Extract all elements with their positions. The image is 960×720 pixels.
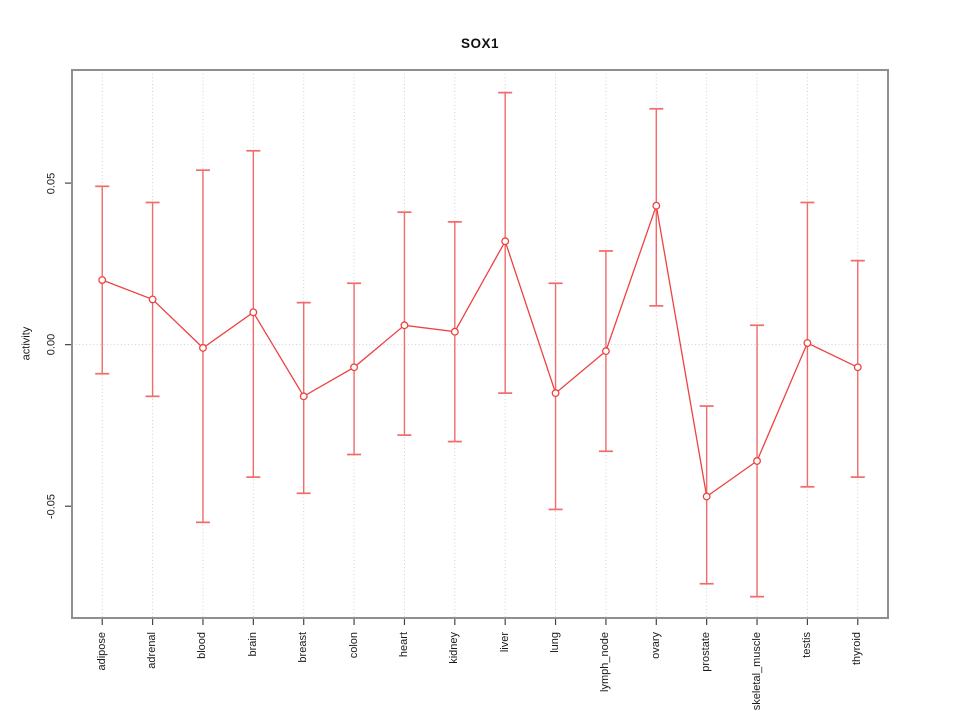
data-point-circle [249, 308, 258, 317]
x-tick-label: blood [196, 632, 209, 659]
x-tick-label: adipose [95, 632, 108, 671]
data-point-circle [450, 327, 459, 336]
data-point-circle [400, 321, 409, 330]
x-tick-label: heart [397, 632, 410, 658]
x-tick-label: kidney [448, 632, 461, 664]
x-tick-label: lymph_node [599, 632, 612, 692]
data-point-circle [350, 363, 359, 372]
x-tick-label: brain [246, 632, 259, 657]
plot-box [71, 69, 889, 619]
x-tick-label: colon [347, 632, 360, 659]
data-point-circle [501, 237, 510, 246]
x-tick-label: liver [498, 632, 511, 653]
data-point-circle [853, 363, 862, 372]
y-tick-label: 0.05 [45, 172, 58, 194]
x-tick-label: testis [800, 632, 813, 658]
data-point-circle [803, 339, 812, 347]
y-tick-label: 0.00 [45, 333, 58, 356]
chart-title: SOX1 [460, 36, 500, 51]
x-tick-label: ovary [649, 632, 662, 659]
x-tick-label: adrenal [146, 632, 159, 669]
y-tick-label: -0.05 [45, 493, 58, 519]
x-tick-label: lung [549, 632, 562, 653]
x-tick-label: breast [297, 632, 310, 663]
data-point-circle [148, 295, 157, 304]
data-point-circle [98, 276, 107, 284]
data-point-circle [601, 347, 610, 356]
x-tick-label: thyroid [851, 632, 864, 666]
x-tick-label: prostate [700, 632, 713, 672]
data-point-circle [753, 457, 761, 465]
data-point-circle [702, 492, 711, 501]
data-point-circle [652, 201, 661, 210]
series-line [101, 205, 859, 498]
data-point-circle [299, 392, 308, 401]
x-tick-label: skeletal_muscle [750, 632, 763, 711]
data-point-circle [199, 343, 207, 352]
data-point-circle [551, 389, 560, 398]
